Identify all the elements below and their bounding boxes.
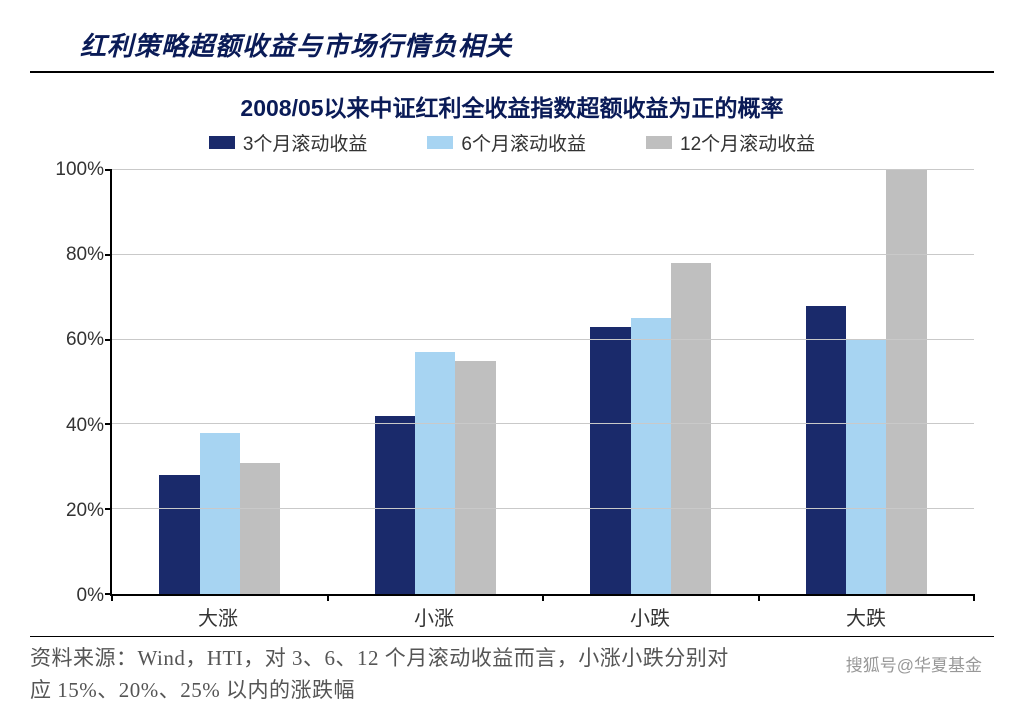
y-tick-mark bbox=[105, 339, 112, 341]
x-tick-label: 大跌 bbox=[758, 602, 974, 630]
page-title: 红利策略超额收益与市场行情负相关 bbox=[80, 26, 994, 63]
y-tick-mark bbox=[105, 254, 112, 256]
grid-line bbox=[112, 423, 974, 424]
bar-cluster bbox=[590, 170, 711, 594]
legend-label-12m: 12个月滚动收益 bbox=[680, 129, 815, 156]
bar bbox=[375, 416, 415, 594]
top-rule bbox=[30, 71, 994, 73]
y-tick-mark bbox=[105, 423, 112, 425]
bar bbox=[886, 170, 926, 594]
bar-cluster bbox=[806, 170, 927, 594]
grid-line bbox=[112, 254, 974, 255]
legend-swatch-12m bbox=[646, 136, 672, 149]
y-tick-mark bbox=[105, 169, 112, 171]
bottom-rule bbox=[30, 636, 994, 637]
y-tick-mark bbox=[105, 508, 112, 510]
source-line2: 应 15%、20%、25% 以内的涨跌幅 bbox=[30, 678, 355, 702]
y-tick-mark bbox=[105, 593, 112, 595]
x-tick-label: 小涨 bbox=[326, 602, 542, 630]
y-axis: 0%20%40%60%80%100% bbox=[50, 160, 110, 596]
y-tick-label: 0% bbox=[77, 585, 104, 607]
legend-swatch-6m bbox=[427, 136, 453, 149]
plot-area bbox=[110, 170, 974, 596]
x-tick-mark bbox=[327, 594, 329, 601]
x-axis-labels: 大涨小涨小跌大跌 bbox=[110, 602, 974, 630]
bar bbox=[455, 361, 495, 594]
chart-legend: 3个月滚动收益 6个月滚动收益 12个月滚动收益 bbox=[30, 129, 994, 156]
legend-item-3m: 3个月滚动收益 bbox=[209, 129, 368, 156]
bar-cluster bbox=[159, 170, 280, 594]
legend-label-3m: 3个月滚动收益 bbox=[243, 129, 368, 156]
bar bbox=[806, 306, 846, 594]
x-tick-mark bbox=[973, 594, 975, 601]
bar-group bbox=[759, 170, 975, 594]
bar bbox=[846, 340, 886, 594]
source-line1: 资料来源：Wind，HTI，对 3、6、12 个月滚动收益而言，小涨小跌分别对 bbox=[30, 646, 729, 670]
x-tick-mark bbox=[758, 594, 760, 601]
x-tick-mark bbox=[111, 594, 113, 601]
bar bbox=[159, 475, 199, 594]
source-note: 资料来源：Wind，HTI，对 3、6、12 个月滚动收益而言，小涨小跌分别对 … bbox=[30, 643, 994, 706]
chart-area: 0% 20% 40% 60% 80% 100% 大涨小涨小跌大跌 bbox=[50, 160, 974, 630]
bar bbox=[200, 433, 240, 594]
grid-line bbox=[112, 508, 974, 509]
legend-item-12m: 12个月滚动收益 bbox=[646, 129, 815, 156]
bar-groups bbox=[112, 170, 974, 594]
y-tick-label: 100% bbox=[55, 159, 104, 181]
bar bbox=[240, 463, 280, 594]
legend-item-6m: 6个月滚动收益 bbox=[427, 129, 586, 156]
chart-title: 2008/05以来中证红利全收益指数超额收益为正的概率 bbox=[30, 89, 994, 123]
y-tick-label: 60% bbox=[66, 329, 104, 351]
legend-swatch-3m bbox=[209, 136, 235, 149]
y-tick-label: 80% bbox=[66, 244, 104, 266]
y-tick-label: 20% bbox=[66, 500, 104, 522]
grid-line bbox=[112, 339, 974, 340]
bar bbox=[415, 352, 455, 594]
x-tick-label: 小跌 bbox=[542, 602, 758, 630]
bar bbox=[590, 327, 630, 594]
bar-cluster bbox=[375, 170, 496, 594]
bar-group bbox=[112, 170, 328, 594]
y-tick-label: 40% bbox=[66, 415, 104, 437]
bar bbox=[671, 263, 711, 594]
bar-group bbox=[328, 170, 544, 594]
legend-label-6m: 6个月滚动收益 bbox=[461, 129, 586, 156]
bar bbox=[631, 318, 671, 594]
x-tick-label: 大涨 bbox=[110, 602, 326, 630]
x-tick-mark bbox=[542, 594, 544, 601]
bar-group bbox=[543, 170, 759, 594]
grid-line bbox=[112, 169, 974, 170]
